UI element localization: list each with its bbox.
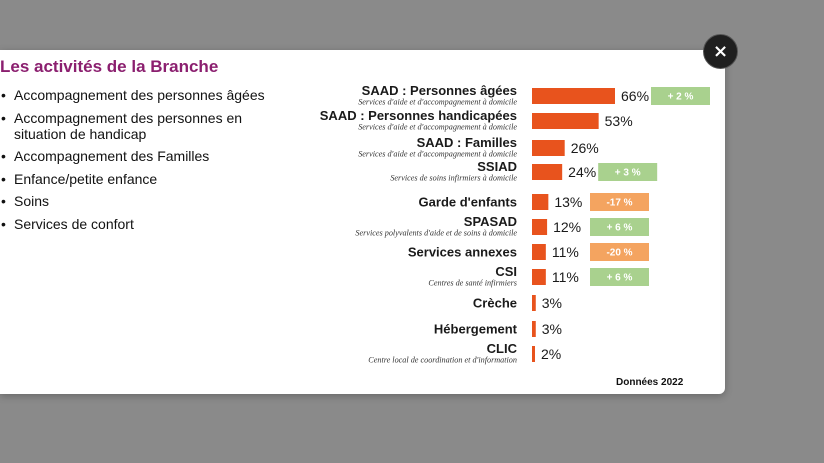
category-subtitle: Services d'aide et d'accompagnement à do… [358,123,517,132]
close-icon: × [712,41,729,62]
activity-item: Soins [0,193,290,209]
category-label: Services annexes [408,245,517,260]
category-label: SAAD : Familles [417,135,517,150]
category-subtitle: Centres de santé infirmiers [428,279,517,288]
value-label: 2% [541,346,561,362]
value-label: 11% [552,269,579,285]
category-subtitle: Services d'aide et d'accompagnement à do… [358,150,517,159]
value-label: 3% [542,295,562,311]
change-badge [590,243,649,261]
bar [532,164,563,180]
category-label: CSI [495,264,517,279]
change-badge [598,163,658,181]
bar [532,88,615,104]
bar [532,244,546,260]
value-label: 66% [621,88,649,104]
value-label: 24% [568,164,596,180]
category-label: Garde d'enfants [419,195,517,210]
change-badge [590,268,649,286]
change-label: + 3 % [615,168,641,179]
value-label: 13% [554,194,582,210]
category-label: SSIAD [477,159,517,174]
bar [532,321,536,337]
change-label: + 6 % [607,273,633,284]
change-label: -17 % [606,198,632,209]
category-label: SPASAD [464,214,517,229]
value-label: 12% [553,219,581,235]
value-label: 11% [552,244,579,260]
bar [532,219,548,235]
activity-item: Enfance/petite enfance [0,171,290,187]
activities-list: Accompagnement des personnes âgées Accom… [0,87,290,238]
category-subtitle: Services polyvalents d'aide et de soins … [355,229,517,238]
bar [532,346,535,362]
change-label: + 2 % [668,92,694,103]
activity-item: Accompagnement des personnes en situatio… [0,110,290,142]
activity-item: Accompagnement des Familles [0,148,290,164]
value-label: 26% [571,140,599,156]
category-label: CLIC [487,341,518,356]
bar [532,295,536,311]
category-subtitle: Services de soins infirmiers à domicile [390,174,517,183]
bar [532,140,565,156]
modal-title: Les activités de la Branche [0,57,219,76]
category-label: SAAD : Personnes âgées [362,83,517,98]
bar [532,269,546,285]
bar [532,113,599,129]
source-note: Données 2022 [616,377,684,388]
category-label: Crèche [473,296,517,311]
change-badge [590,193,649,211]
change-badge [590,218,649,236]
category-subtitle: Services d'aide et d'accompagnement à do… [358,98,517,107]
bar [532,194,549,210]
change-label: + 6 % [607,223,633,234]
value-label: 53% [605,113,633,129]
activity-item: Accompagnement des personnes âgées [0,87,290,103]
activity-item: Services de confort [0,216,290,232]
category-label: Hébergement [434,322,518,337]
change-label: -20 % [606,248,632,259]
category-subtitle: Centre local de coordination et d'inform… [368,356,517,365]
close-button[interactable]: × [703,34,738,69]
change-badge [651,87,710,105]
modal-dialog: Les activités de la Branche Accompagneme… [0,50,725,394]
category-label: SAAD : Personnes handicapées [320,108,517,123]
value-label: 3% [542,321,562,337]
